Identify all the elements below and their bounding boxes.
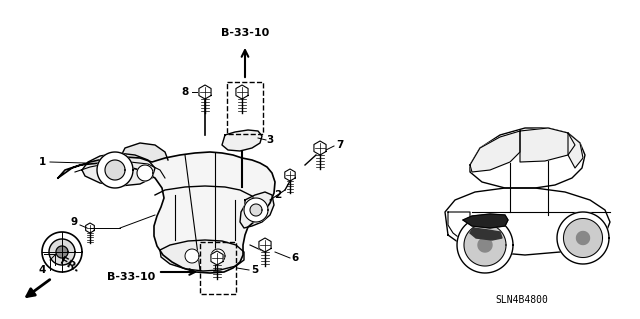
- Polygon shape: [105, 160, 125, 180]
- Polygon shape: [137, 165, 153, 181]
- Text: 5: 5: [252, 265, 259, 275]
- Text: 7: 7: [336, 140, 344, 150]
- Polygon shape: [314, 141, 326, 155]
- Polygon shape: [259, 238, 271, 252]
- Polygon shape: [470, 128, 585, 188]
- Text: 6: 6: [291, 253, 299, 263]
- Polygon shape: [244, 198, 268, 222]
- Text: 4: 4: [38, 265, 45, 275]
- Polygon shape: [478, 238, 492, 252]
- Bar: [200, 242, 236, 294]
- Polygon shape: [236, 85, 248, 99]
- Polygon shape: [222, 130, 262, 151]
- Polygon shape: [82, 153, 155, 186]
- Text: 1: 1: [38, 157, 45, 167]
- Polygon shape: [250, 204, 262, 216]
- Polygon shape: [199, 85, 211, 99]
- Polygon shape: [160, 240, 244, 271]
- Polygon shape: [185, 249, 199, 263]
- Bar: [227, 82, 263, 134]
- Polygon shape: [563, 219, 602, 257]
- Polygon shape: [470, 131, 520, 172]
- Polygon shape: [211, 251, 223, 265]
- Text: B-33-10: B-33-10: [221, 28, 269, 38]
- Polygon shape: [42, 232, 82, 272]
- Polygon shape: [464, 224, 506, 266]
- Polygon shape: [97, 152, 133, 188]
- Polygon shape: [463, 214, 508, 228]
- Text: 8: 8: [181, 87, 189, 97]
- Text: FR.: FR.: [58, 256, 81, 274]
- Polygon shape: [470, 228, 502, 240]
- Text: B-33-10: B-33-10: [107, 272, 155, 282]
- Polygon shape: [577, 232, 589, 244]
- Text: 3: 3: [266, 135, 274, 145]
- Polygon shape: [211, 249, 225, 263]
- Polygon shape: [520, 128, 575, 162]
- Text: 2: 2: [275, 190, 282, 200]
- Polygon shape: [86, 223, 94, 233]
- Polygon shape: [49, 239, 75, 265]
- Polygon shape: [568, 133, 583, 168]
- Polygon shape: [445, 188, 610, 255]
- Polygon shape: [240, 192, 274, 228]
- Text: 9: 9: [70, 217, 77, 227]
- Polygon shape: [58, 152, 275, 273]
- Polygon shape: [557, 212, 609, 264]
- Polygon shape: [457, 217, 513, 273]
- Polygon shape: [56, 246, 68, 258]
- Polygon shape: [120, 143, 168, 160]
- Text: SLN4B4800: SLN4B4800: [495, 295, 548, 305]
- Polygon shape: [285, 169, 295, 181]
